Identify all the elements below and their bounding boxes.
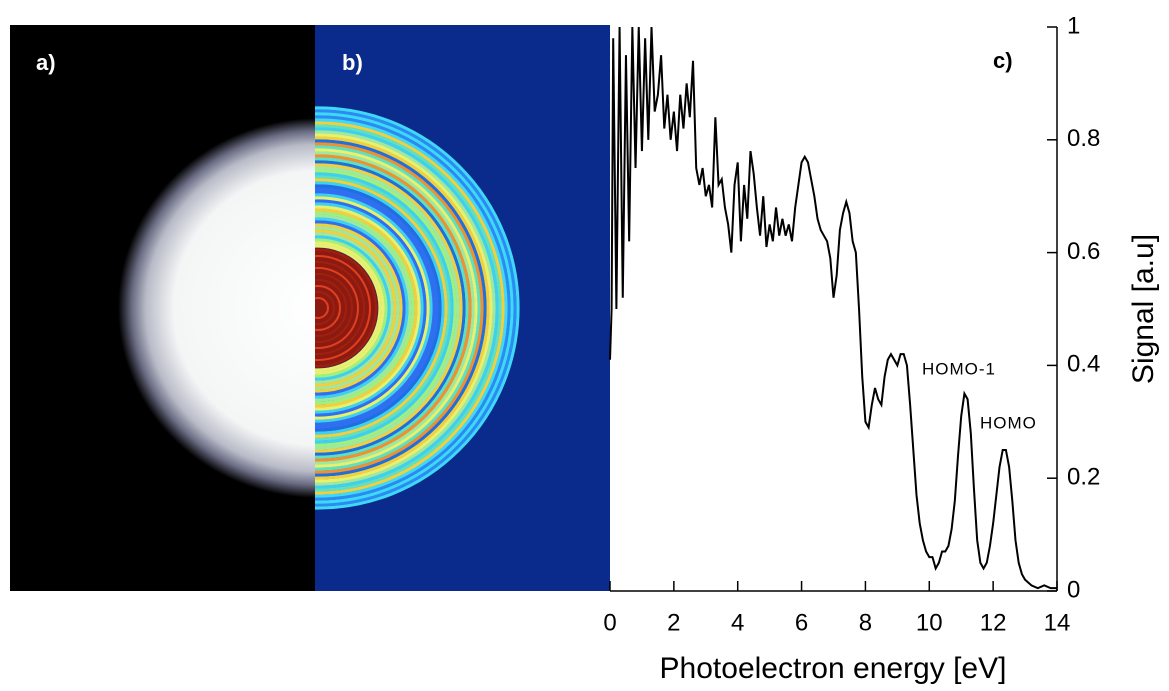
ring: [315, 118, 508, 498]
ring: [315, 112, 514, 504]
annotation: HOMO: [980, 413, 1037, 432]
ring: [315, 181, 445, 435]
ring: [315, 261, 365, 355]
x-tick-label: 14: [1044, 609, 1071, 636]
ring: [315, 193, 433, 423]
ring: [315, 190, 436, 426]
ring: [315, 244, 382, 372]
ring: [315, 154, 472, 462]
ring: [315, 160, 466, 456]
y-tick-label: 0.4: [1067, 351, 1100, 378]
x-axis-label: Photoelectron energy [eV]: [660, 652, 1007, 685]
ring: [315, 109, 517, 507]
x-tick-label: 10: [916, 609, 943, 636]
ring: [315, 136, 490, 480]
ring: [315, 205, 421, 411]
ring: [315, 208, 418, 408]
y-tick-label: 0.6: [1067, 238, 1100, 265]
ring: [315, 163, 463, 453]
ring: [315, 178, 448, 438]
ring: [315, 127, 499, 489]
ring: [315, 214, 412, 402]
panel-label: a): [36, 50, 56, 75]
ring: [315, 229, 397, 387]
ring: [315, 273, 353, 343]
x-tick-label: 12: [980, 609, 1007, 636]
ring: [315, 291, 335, 325]
ring: [315, 166, 460, 450]
signal-line: [609, 26, 1057, 590]
ring: [315, 106, 520, 510]
ring: [315, 235, 391, 381]
ring: [315, 187, 439, 429]
ring: [315, 169, 457, 447]
ring: [315, 175, 451, 441]
ring: [315, 139, 487, 477]
panel-b-image: [315, 25, 610, 591]
panel-label: b): [342, 50, 363, 75]
y-tick-label: 0.2: [1067, 464, 1100, 491]
x-tick-label: 6: [795, 609, 808, 636]
ring: [315, 151, 475, 465]
ring: [315, 172, 454, 444]
panel-label: c): [993, 48, 1013, 73]
ring: [315, 157, 469, 459]
ring: [315, 223, 403, 393]
ring: [315, 255, 371, 361]
ring: [315, 145, 481, 471]
ring: [315, 267, 359, 349]
panel-a-image: [10, 25, 315, 591]
ring: [315, 121, 505, 495]
ring: [315, 232, 394, 384]
ring: [315, 199, 427, 417]
y-tick-label: 0: [1067, 576, 1080, 603]
ring: [315, 297, 329, 319]
ring: [315, 211, 415, 405]
y-tick-label: 1: [1067, 12, 1080, 39]
ring: [315, 217, 409, 399]
x-tick-label: 8: [859, 609, 872, 636]
x-tick-label: 2: [667, 609, 680, 636]
ring: [315, 238, 388, 378]
ring: [315, 249, 377, 367]
x-tick-label: 4: [731, 609, 744, 636]
ring: [315, 279, 347, 337]
ring: [315, 115, 511, 501]
ring: [315, 226, 400, 390]
ring: [315, 142, 484, 474]
ring: [315, 184, 442, 432]
y-tick-label: 0.8: [1067, 125, 1100, 152]
ring: [315, 241, 385, 375]
annotation: HOMO-1: [922, 359, 996, 378]
ring: [315, 148, 478, 468]
ring: [315, 202, 424, 414]
ring: [315, 130, 496, 486]
ring: [315, 285, 341, 331]
ring: [315, 124, 502, 492]
x-tick-label: 0: [603, 609, 616, 636]
y-axis-label: Signal [a.u]: [1127, 234, 1160, 384]
ring: [315, 220, 406, 396]
ring: [315, 196, 430, 420]
ring: [315, 133, 493, 483]
